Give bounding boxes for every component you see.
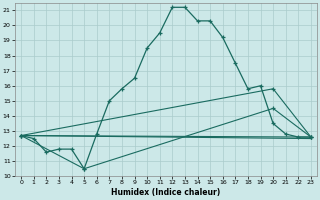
X-axis label: Humidex (Indice chaleur): Humidex (Indice chaleur)	[111, 188, 221, 197]
